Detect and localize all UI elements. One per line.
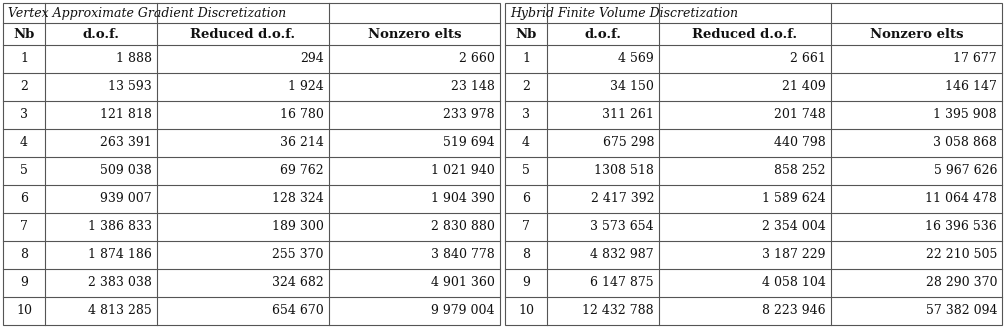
- Text: 6 147 875: 6 147 875: [591, 277, 654, 289]
- Text: 7: 7: [523, 220, 530, 234]
- Text: 57 382 094: 57 382 094: [926, 305, 997, 317]
- Text: 2 830 880: 2 830 880: [431, 220, 495, 234]
- Text: 12 432 788: 12 432 788: [583, 305, 654, 317]
- Text: Reduced d.o.f.: Reduced d.o.f.: [190, 27, 295, 41]
- Text: 1 395 908: 1 395 908: [934, 109, 997, 121]
- Text: 2: 2: [20, 81, 28, 93]
- Text: 9: 9: [20, 277, 28, 289]
- Text: d.o.f.: d.o.f.: [585, 27, 622, 41]
- Text: 69 762: 69 762: [280, 164, 324, 178]
- Text: 3 187 229: 3 187 229: [762, 248, 825, 261]
- Text: 324 682: 324 682: [271, 277, 324, 289]
- Text: 28 290 370: 28 290 370: [926, 277, 997, 289]
- Text: Nonzero elts: Nonzero elts: [869, 27, 963, 41]
- Text: 3 573 654: 3 573 654: [591, 220, 654, 234]
- Text: 8: 8: [20, 248, 28, 261]
- Text: 5 967 626: 5 967 626: [934, 164, 997, 178]
- Text: 4 058 104: 4 058 104: [762, 277, 825, 289]
- Text: 10: 10: [16, 305, 32, 317]
- Text: 34 150: 34 150: [610, 81, 654, 93]
- Text: Nb: Nb: [516, 27, 537, 41]
- Text: 23 148: 23 148: [451, 81, 495, 93]
- Text: 121 818: 121 818: [100, 109, 152, 121]
- Text: 255 370: 255 370: [272, 248, 324, 261]
- Text: 16 396 536: 16 396 536: [926, 220, 997, 234]
- Text: 4: 4: [20, 137, 28, 149]
- Text: 16 780: 16 780: [279, 109, 324, 121]
- Text: 4 569: 4 569: [618, 52, 654, 65]
- Text: 1: 1: [20, 52, 28, 65]
- Text: 311 261: 311 261: [602, 109, 654, 121]
- Text: 2: 2: [523, 81, 530, 93]
- Text: 2 383 038: 2 383 038: [88, 277, 152, 289]
- Text: 4 901 360: 4 901 360: [431, 277, 495, 289]
- Text: 5: 5: [20, 164, 28, 178]
- Text: Reduced d.o.f.: Reduced d.o.f.: [692, 27, 797, 41]
- Text: 189 300: 189 300: [271, 220, 324, 234]
- Text: 6: 6: [20, 192, 28, 206]
- Text: 8 223 946: 8 223 946: [762, 305, 825, 317]
- Bar: [505, 3, 1002, 325]
- Text: 4 813 285: 4 813 285: [88, 305, 152, 317]
- Text: Nb: Nb: [13, 27, 35, 41]
- Text: 9: 9: [523, 277, 530, 289]
- Text: 939 007: 939 007: [100, 192, 152, 206]
- Text: 2 661: 2 661: [790, 52, 825, 65]
- Bar: [3, 3, 500, 325]
- Text: 3: 3: [20, 109, 28, 121]
- Text: 9 979 004: 9 979 004: [431, 305, 495, 317]
- Text: 7: 7: [20, 220, 28, 234]
- Text: 263 391: 263 391: [100, 137, 152, 149]
- Text: 3 058 868: 3 058 868: [933, 137, 997, 149]
- Text: Hybrid Finite Volume Discretization: Hybrid Finite Volume Discretization: [510, 7, 738, 19]
- Text: 519 694: 519 694: [443, 137, 495, 149]
- Text: 2 354 004: 2 354 004: [762, 220, 825, 234]
- Text: 1 874 186: 1 874 186: [88, 248, 152, 261]
- Text: 1 924: 1 924: [287, 81, 324, 93]
- Text: 1 904 390: 1 904 390: [431, 192, 495, 206]
- Text: 1308 518: 1308 518: [594, 164, 654, 178]
- Text: 201 748: 201 748: [774, 109, 825, 121]
- Text: 11 064 478: 11 064 478: [926, 192, 997, 206]
- Text: 2 417 392: 2 417 392: [591, 192, 654, 206]
- Text: 1 386 833: 1 386 833: [88, 220, 152, 234]
- Text: 654 670: 654 670: [271, 305, 324, 317]
- Text: d.o.f.: d.o.f.: [82, 27, 120, 41]
- Text: 233 978: 233 978: [443, 109, 495, 121]
- Text: 4 832 987: 4 832 987: [591, 248, 654, 261]
- Text: 1 021 940: 1 021 940: [431, 164, 495, 178]
- Text: 8: 8: [523, 248, 530, 261]
- Text: 1 888: 1 888: [116, 52, 152, 65]
- Text: Nonzero elts: Nonzero elts: [368, 27, 461, 41]
- Text: 10: 10: [519, 305, 534, 317]
- Text: 3: 3: [523, 109, 530, 121]
- Text: 5: 5: [523, 164, 530, 178]
- Text: 4: 4: [523, 137, 530, 149]
- Bar: [3, 3, 500, 325]
- Text: Vertex Approximate Gradient Discretization: Vertex Approximate Gradient Discretizati…: [8, 7, 286, 19]
- Text: 146 147: 146 147: [945, 81, 997, 93]
- Text: 36 214: 36 214: [279, 137, 324, 149]
- Text: 1: 1: [523, 52, 530, 65]
- Text: 17 677: 17 677: [954, 52, 997, 65]
- Text: 440 798: 440 798: [774, 137, 825, 149]
- Text: 6: 6: [523, 192, 530, 206]
- Text: 1 589 624: 1 589 624: [762, 192, 825, 206]
- Text: 13 593: 13 593: [109, 81, 152, 93]
- Text: 675 298: 675 298: [603, 137, 654, 149]
- Text: 509 038: 509 038: [100, 164, 152, 178]
- Text: 858 252: 858 252: [774, 164, 825, 178]
- Bar: [505, 3, 1002, 325]
- Text: 294: 294: [299, 52, 324, 65]
- Text: 3 840 778: 3 840 778: [431, 248, 495, 261]
- Text: 21 409: 21 409: [782, 81, 825, 93]
- Text: 2 660: 2 660: [459, 52, 495, 65]
- Text: 128 324: 128 324: [271, 192, 324, 206]
- Text: 22 210 505: 22 210 505: [926, 248, 997, 261]
